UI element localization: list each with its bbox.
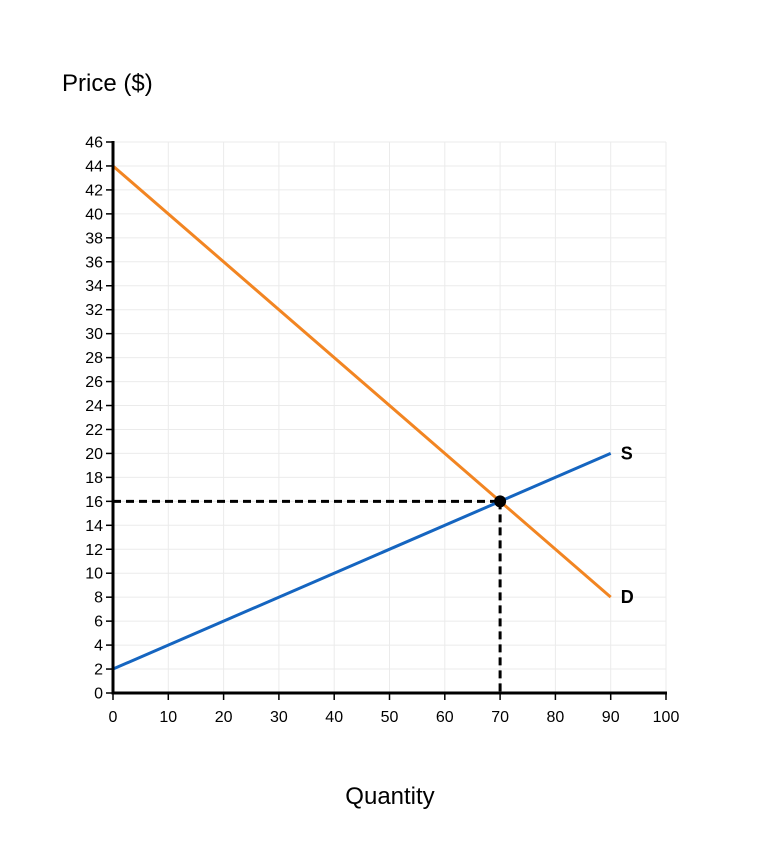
x-tick-label: 40 xyxy=(325,709,343,726)
y-tick-label: 34 xyxy=(85,278,103,295)
series-label-s: S xyxy=(621,443,633,463)
x-tick-label: 0 xyxy=(109,709,118,726)
series-line-d xyxy=(112,164,612,599)
equilibrium-point xyxy=(494,495,507,508)
series-line-s xyxy=(112,452,612,671)
x-tick-label: 50 xyxy=(381,709,399,726)
y-tick-label: 22 xyxy=(85,422,103,439)
y-tick-label: 18 xyxy=(85,470,103,487)
x-tick-label: 70 xyxy=(491,709,509,726)
y-tick-label: 26 xyxy=(85,374,103,391)
series-label-d: D xyxy=(621,587,634,607)
ticks: 0246810121416182022242628303234363840424… xyxy=(85,135,679,727)
y-tick-label: 16 xyxy=(85,494,103,511)
y-tick-label: 38 xyxy=(85,230,103,247)
x-axis-title: Quantity xyxy=(345,783,434,810)
y-tick-label: 20 xyxy=(85,446,103,463)
y-tick-label: 42 xyxy=(85,182,103,199)
y-tick-label: 0 xyxy=(94,686,103,703)
y-tick-label: 30 xyxy=(85,326,103,343)
y-tick-label: 36 xyxy=(85,254,103,271)
series-lines xyxy=(112,164,612,671)
equilibrium-guides xyxy=(113,499,502,693)
x-tick-label: 90 xyxy=(602,709,620,726)
y-tick-label: 8 xyxy=(94,590,103,607)
y-tick-label: 46 xyxy=(85,135,103,152)
series-labels: SD xyxy=(621,443,634,607)
y-tick-label: 2 xyxy=(94,662,103,679)
y-tick-label: 28 xyxy=(85,350,103,367)
y-tick-label: 12 xyxy=(85,542,103,559)
x-tick-label: 30 xyxy=(270,709,288,726)
y-axis-title: Price ($) xyxy=(62,70,153,97)
x-tick-label: 10 xyxy=(159,709,177,726)
grid xyxy=(113,141,667,693)
y-tick-label: 40 xyxy=(85,206,103,223)
x-tick-label: 80 xyxy=(547,709,565,726)
y-tick-label: 24 xyxy=(85,398,103,415)
x-tick-label: 60 xyxy=(436,709,454,726)
y-tick-label: 10 xyxy=(85,566,103,583)
x-tick-label: 100 xyxy=(653,709,680,726)
x-tick-label: 20 xyxy=(215,709,233,726)
y-tick-label: 32 xyxy=(85,302,103,319)
y-tick-label: 4 xyxy=(94,638,103,655)
y-tick-label: 6 xyxy=(94,614,103,631)
y-tick-label: 14 xyxy=(85,518,103,535)
y-tick-label: 44 xyxy=(85,158,103,175)
